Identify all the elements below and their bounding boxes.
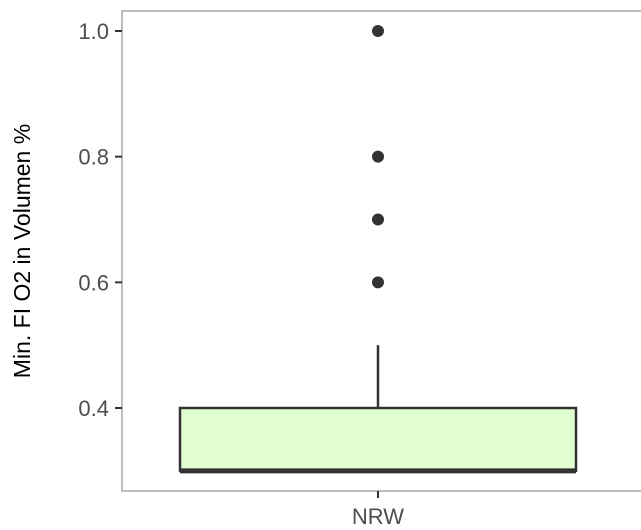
x-axis: NRW: [352, 491, 404, 529]
y-tick-label: 1.0: [78, 19, 109, 44]
box-series: [178, 25, 578, 474]
plot-panel-border: [121, 10, 641, 492]
box-group: [178, 25, 578, 474]
x-tick-label: NRW: [352, 504, 404, 529]
y-tick-label: 0.8: [78, 145, 109, 170]
outlier-point: [372, 150, 384, 163]
box: [178, 406, 578, 473]
outlier-point: [372, 213, 384, 226]
y-axis-title: Min. FI O2 in Volumen %: [9, 124, 35, 378]
y-axis: 0.4 0.6 0.8 1.0: [78, 19, 122, 421]
y-tick-label: 0.4: [78, 396, 109, 421]
y-tick-label: 0.6: [78, 270, 109, 295]
outlier-point: [372, 276, 384, 289]
outlier-point: [372, 25, 384, 37]
